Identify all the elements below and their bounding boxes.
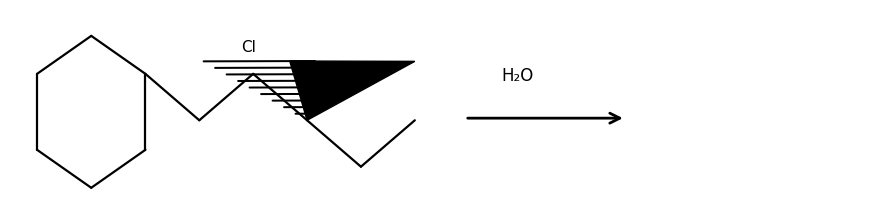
Polygon shape — [289, 61, 415, 120]
Text: Cl: Cl — [242, 40, 256, 55]
Text: H₂O: H₂O — [501, 67, 534, 85]
